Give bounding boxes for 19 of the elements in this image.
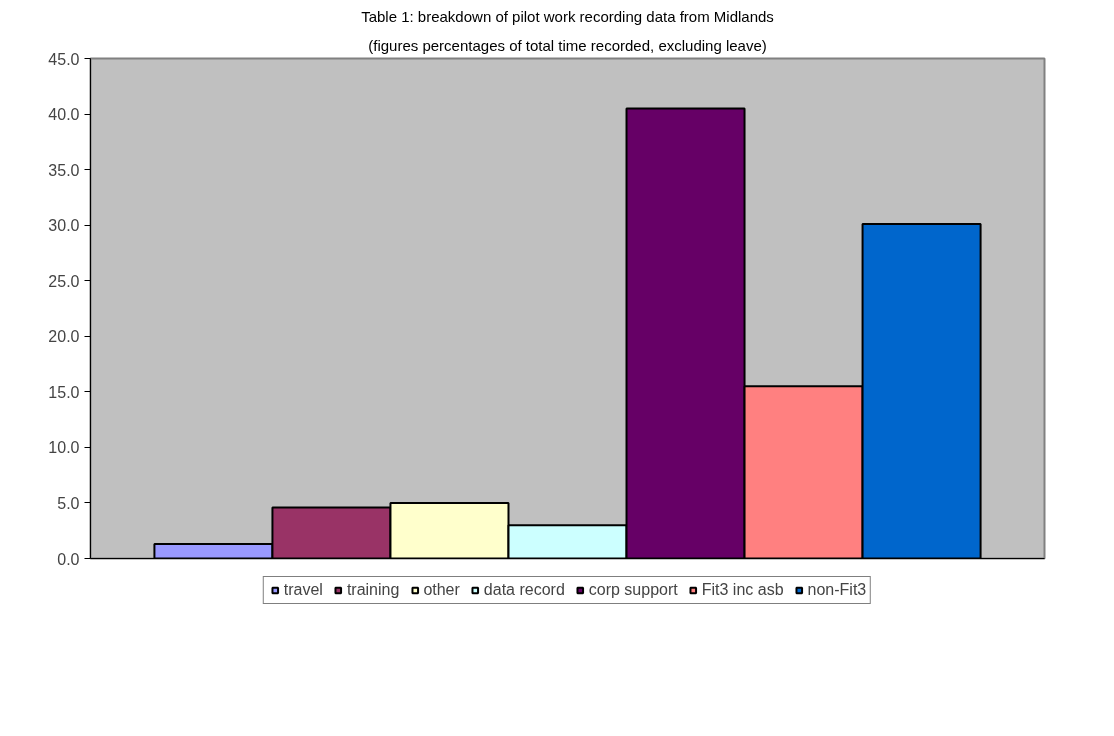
y-tick-label: 0.0 [57, 550, 80, 568]
chart-subtitle: (figures percentages of total time recorded, excluding leave) [368, 36, 767, 54]
y-tick-label: 10.0 [48, 439, 80, 457]
y-tick-label: 40.0 [48, 106, 80, 124]
legend-label: corp support [588, 581, 678, 599]
y-tick-label: 15.0 [48, 383, 80, 401]
legend-label: travel [283, 581, 323, 599]
legend-label: training [346, 581, 400, 599]
y-tick-label: 35.0 [48, 161, 80, 179]
y-tick-label: 25.0 [48, 272, 80, 290]
y-tick-label: 20.0 [48, 328, 80, 346]
y-tick-label: 45.0 [48, 50, 80, 68]
legend-label: other [423, 581, 460, 599]
legend-label: data record [483, 581, 565, 599]
y-tick-label: 30.0 [48, 217, 80, 235]
legend-label: non-Fit3 [807, 581, 867, 599]
y-tick-label: 5.0 [57, 494, 80, 512]
chart-title: Table 1: breakdown of pilot work recording data from Midlands [361, 7, 774, 25]
legend-label: Fit3 inc asb [701, 581, 784, 599]
